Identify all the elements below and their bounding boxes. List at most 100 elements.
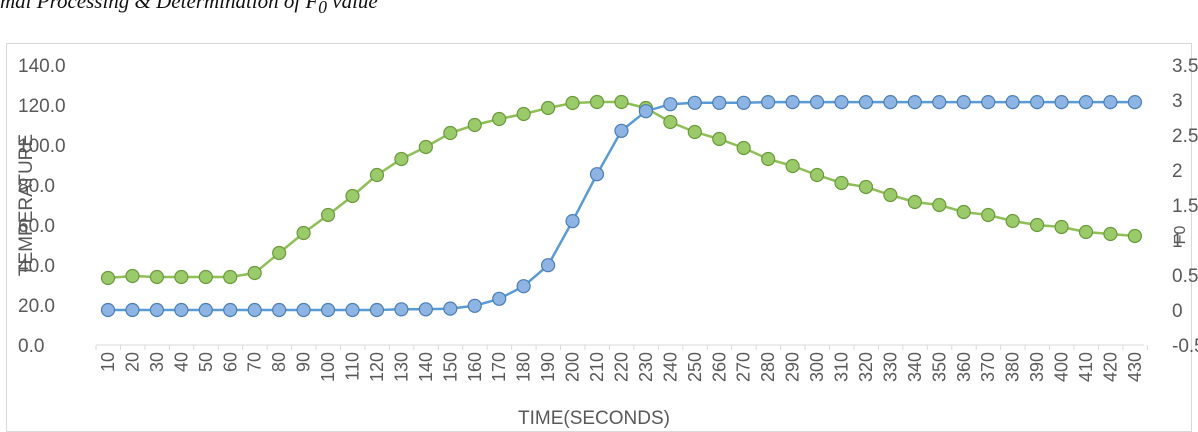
series-1-point — [932, 94, 947, 110]
y2-tick-label: -0.5 — [1172, 336, 1198, 357]
x-tick-label: 160 — [465, 352, 485, 382]
x-tick-label: 310 — [832, 352, 852, 382]
x-tick-label: 370 — [978, 352, 998, 382]
x-tick-label: 290 — [783, 352, 803, 382]
series-0-point — [467, 117, 482, 133]
y-tick-label: 0.0 — [18, 336, 44, 357]
series-1-point — [394, 302, 409, 317]
series-0-point — [320, 207, 336, 223]
series-0-point — [614, 94, 629, 110]
x-axis — [95, 344, 1148, 350]
series-0-point — [492, 111, 507, 127]
series-0-point — [1005, 213, 1020, 229]
x-tick-label: 80 — [269, 352, 289, 372]
series-1-point — [516, 279, 531, 294]
x-tick-label: 90 — [294, 352, 314, 372]
x-tick-label: 240 — [660, 352, 680, 382]
series-1-point — [223, 302, 238, 318]
series-0-point — [834, 175, 849, 191]
series-0-point — [809, 167, 825, 183]
series-0-point — [956, 204, 971, 220]
figure-caption: mal Processing & Determination of F0 val… — [0, 0, 378, 18]
x-tick-label: 150 — [440, 352, 460, 382]
series-1-point — [589, 167, 605, 182]
y2-tick-label: 0.5 — [1172, 266, 1198, 287]
series-1-point — [1078, 94, 1094, 110]
series-layer — [100, 94, 1143, 318]
series-1-point — [883, 94, 898, 110]
x-tick-label: 340 — [905, 352, 925, 382]
series-0-point — [761, 151, 776, 167]
series-0-point — [736, 140, 751, 156]
x-tick-label: 10 — [98, 352, 118, 372]
series-0-point — [565, 95, 580, 111]
series-1-point — [443, 301, 458, 316]
x-tick-label: 400 — [1052, 352, 1072, 382]
series-0-point — [712, 131, 727, 147]
x-tick-label: 210 — [587, 352, 607, 382]
x-tick-label: 30 — [147, 352, 167, 372]
series-0-point — [663, 114, 678, 130]
series-0-point — [516, 106, 531, 122]
series-0-point — [1029, 217, 1045, 233]
x-tick-label: 380 — [1003, 352, 1023, 382]
series-1-point — [565, 214, 580, 229]
x-tick-label: 70 — [245, 352, 265, 372]
series-1-point — [247, 302, 262, 318]
series-0-point — [345, 188, 360, 204]
y2-tick-label: 3.5 — [1172, 56, 1198, 77]
series-1-point — [712, 95, 727, 110]
series-1-point — [785, 94, 800, 110]
x-tick-label: 60 — [220, 352, 240, 372]
y-tick-label: 140.0 — [18, 56, 66, 77]
series-1-point — [736, 95, 751, 110]
series-1-point — [296, 302, 311, 318]
series-1-point — [1054, 94, 1069, 110]
series-0-point — [174, 269, 189, 285]
series-0-point — [1054, 219, 1069, 235]
series-1-point — [149, 302, 164, 318]
y-tick-label: 120.0 — [18, 96, 66, 117]
series-1-point — [1103, 94, 1118, 110]
y-tick-label: 20.0 — [18, 296, 55, 317]
series-0-point — [369, 167, 385, 183]
x-tick-label: 250 — [685, 352, 705, 382]
x-tick-label: 230 — [636, 352, 656, 382]
series-0-point — [1078, 224, 1094, 240]
x-tick-label: 260 — [709, 352, 729, 382]
series-1-point — [1029, 94, 1045, 110]
x-tick-label: 360 — [954, 352, 974, 382]
series-0-point — [247, 265, 262, 281]
x-tick-label: 40 — [171, 352, 191, 372]
x-tick-label: 190 — [538, 352, 558, 382]
y-tick-label: 80.0 — [18, 176, 55, 197]
series-1-point — [834, 94, 849, 110]
x-tick-label: 410 — [1076, 352, 1096, 382]
series-0-point — [394, 151, 409, 167]
y2-tick-label: 1.5 — [1172, 196, 1198, 217]
x-axis-label: TIME(SECONDS) — [518, 408, 670, 429]
x-tick-label: 170 — [489, 352, 509, 382]
series-0-point — [272, 245, 287, 261]
x-tick-label: 350 — [929, 352, 949, 382]
series-1-point — [418, 302, 433, 317]
x-tick-label: 180 — [514, 352, 534, 382]
x-tick-label: 50 — [196, 352, 216, 372]
series-1-point — [638, 104, 654, 119]
y2-tick-label: 3 — [1172, 91, 1183, 112]
y2-tick-label: 2.5 — [1172, 126, 1198, 147]
x-tick-label: 130 — [391, 352, 411, 382]
series-0-point — [540, 100, 556, 116]
series-0-point — [418, 139, 433, 155]
series-1-point — [345, 302, 360, 318]
series-1-point — [1127, 94, 1143, 110]
series-1-point — [761, 94, 776, 110]
series-0-point — [907, 194, 922, 210]
series-1-point — [956, 94, 971, 110]
x-tick-label: 280 — [758, 352, 778, 382]
series-0-point — [981, 207, 996, 223]
x-tick-label: 270 — [734, 352, 754, 382]
x-tick-label: 320 — [856, 352, 876, 382]
y2-axis-label: F0 — [1172, 226, 1189, 245]
series-1-point — [125, 302, 140, 318]
